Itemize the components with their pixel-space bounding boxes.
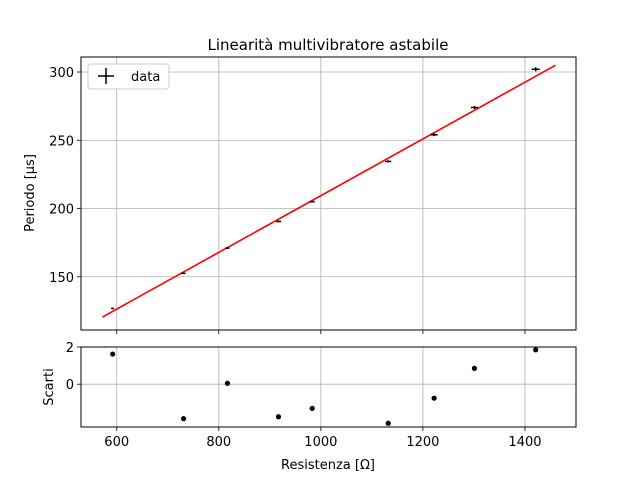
residuals-y-tick-label: 2 [66,341,74,356]
residual-points [110,347,539,426]
residual-point [180,416,187,422]
residuals-plot-frame [80,346,577,428]
main-y-axis-label: Periodo [μs] [23,154,38,232]
residuals-x-ticks: 600 800 1000 1200 1400 [104,427,542,450]
data-point [181,272,186,275]
x-tick-label: 800 [206,435,231,450]
legend-entry-data: data [131,70,160,85]
x-axis-label: Resistenza [Ω] [281,458,375,473]
main-y-tick-label: 150 [49,271,74,286]
data-point [531,67,540,72]
x-tick-label: 600 [104,435,129,450]
residual-point [385,420,391,426]
residual-point [431,395,437,401]
main-plot-area [81,57,576,330]
data-point [470,105,479,110]
data-point [275,220,282,223]
main-x-ticks [116,330,526,334]
residual-point [471,365,478,371]
residuals-y-tick-label: 0 [66,378,74,393]
legend-box [87,63,170,90]
residual-point [110,351,116,357]
data-point [111,307,115,310]
x-tick-label: 1400 [508,435,541,450]
data-errorbars [111,67,540,310]
fit-line-layer [102,64,556,318]
data-point [385,160,392,163]
data-point [430,133,438,137]
x-tick-label: 1000 [304,435,337,450]
main-plot: 150 200 250 300 Periodo [μs] data [23,56,577,334]
legend: data [87,63,170,90]
residual-point [309,405,315,411]
main-y-tick-label: 250 [49,134,74,149]
x-tick-label: 1200 [406,435,439,450]
residuals-y-ticks: 02 [66,341,81,393]
chart-title: Linearità multivibratore astabile [208,36,449,54]
data-point [225,247,230,249]
fit-line [102,64,556,318]
residuals-plot-area [81,347,576,427]
residual-point [275,414,282,420]
main-y-ticks: 150 200 250 300 [49,66,81,286]
residual-point [224,380,231,386]
residuals-y-axis-label: Scarti [42,368,57,405]
residuals-plot: 02 600 800 1000 1200 1400 Scarti Resistenza … [42,341,577,473]
main-plot-frame [80,56,577,331]
data-point [309,200,315,203]
residual-point [533,347,539,353]
main-y-tick-label: 200 [49,203,74,218]
main-y-tick-label: 300 [49,66,74,81]
